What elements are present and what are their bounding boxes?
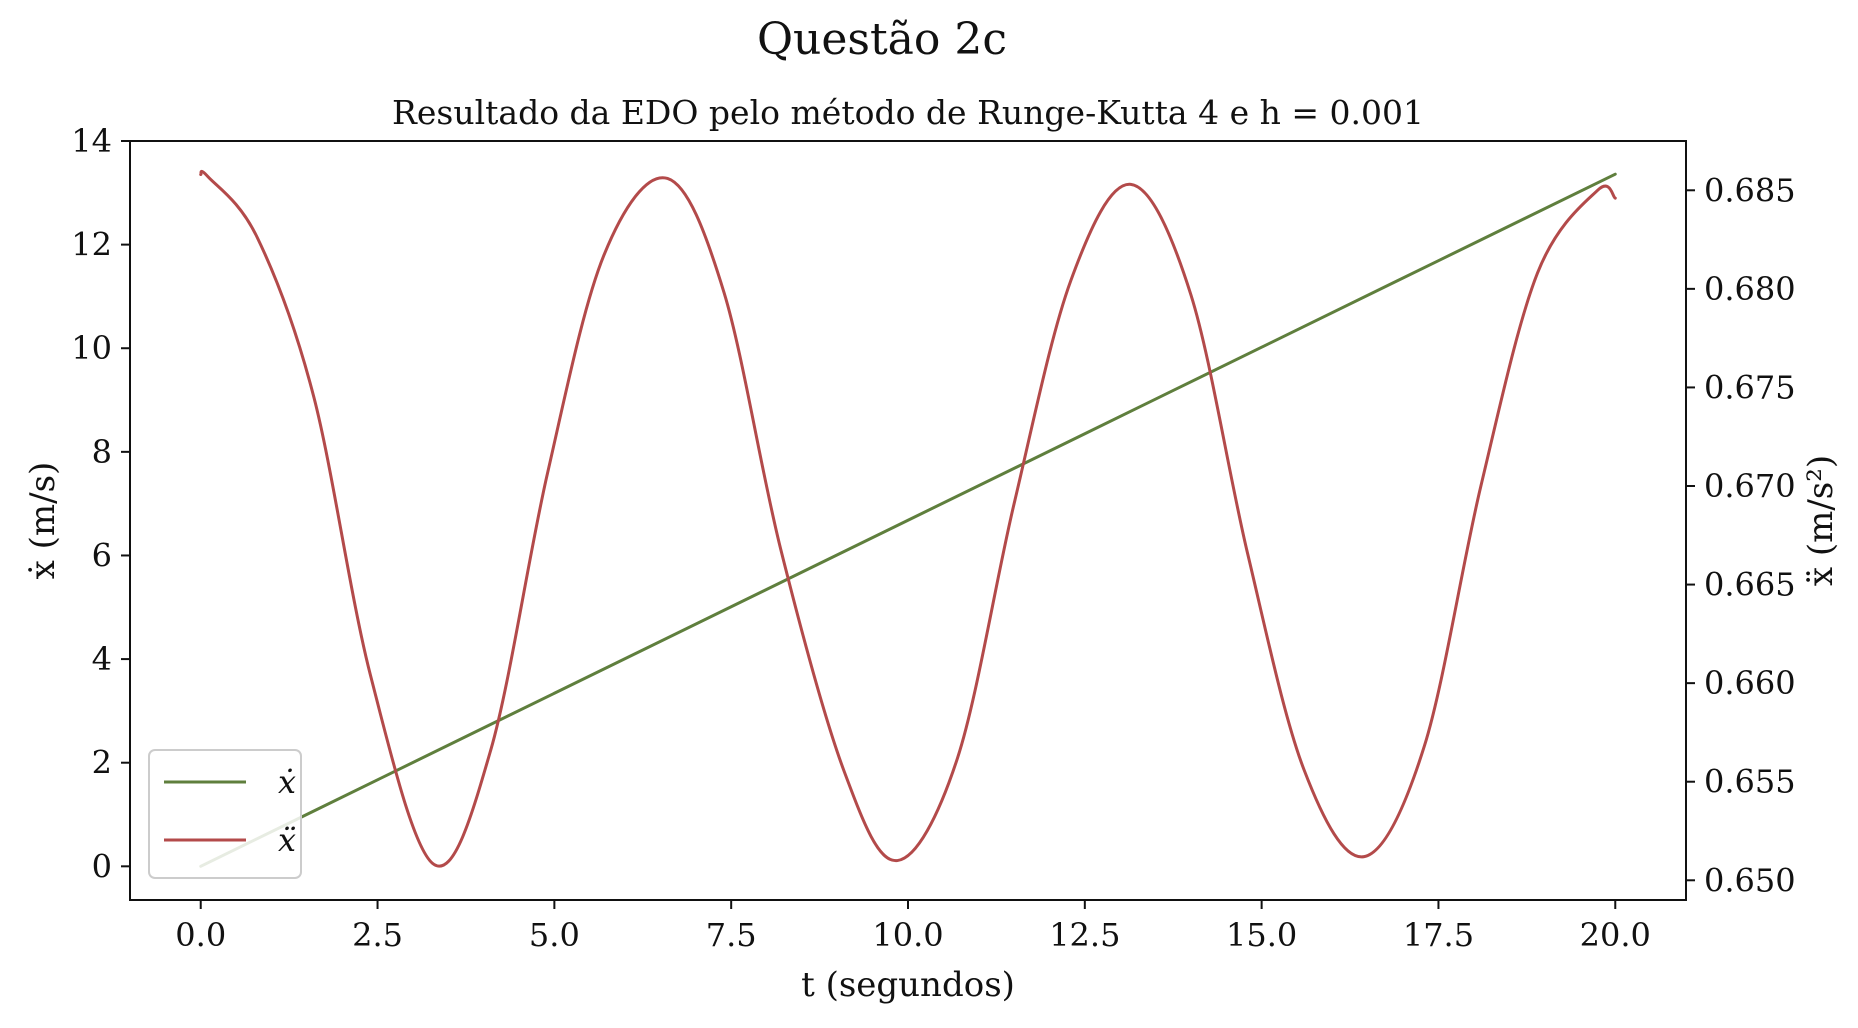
legend: ẋ ẍ [148, 749, 302, 879]
left-y-tick-label: 2 [92, 744, 112, 782]
left-y-tick-label: 6 [92, 536, 112, 574]
right-y-tick-label: 0.670 [1704, 467, 1796, 505]
plot-frame [129, 140, 1687, 901]
x-tick-label: 5.0 [529, 916, 580, 954]
left-y-axis-ticks: 0 2 4 6 8 10 12 14 [71, 122, 130, 885]
x-axis-ticks: 0.0 2.5 5.0 7.5 10.0 12.5 15.0 17.5 20.0 [175, 900, 1651, 954]
left-y-tick-label: 4 [92, 640, 112, 678]
right-y-tick-label: 0.685 [1704, 171, 1796, 209]
x-tick-label: 7.5 [706, 916, 757, 954]
left-y-tick-label: 8 [92, 433, 112, 471]
x-tick-label: 17.5 [1403, 916, 1474, 954]
right-y-tick-label: 0.650 [1704, 861, 1796, 899]
x-tick-label: 2.5 [352, 916, 403, 954]
x-tick-label: 10.0 [872, 916, 943, 954]
series-line-x-ddot [199, 169, 1617, 868]
x-tick-label: 20.0 [1580, 916, 1651, 954]
right-y-tick-label: 0.675 [1704, 368, 1796, 406]
right-y-tick-label: 0.665 [1704, 566, 1796, 604]
right-y-tick-label: 0.655 [1704, 763, 1796, 801]
left-y-tick-label: 14 [71, 122, 112, 160]
left-y-tick-label: 0 [92, 847, 112, 885]
right-y-tick-label: 0.660 [1704, 664, 1796, 702]
right-y-axis-label: ẍ (m/s²) [1801, 455, 1841, 586]
left-y-tick-label: 10 [71, 329, 112, 367]
series-line-x-dot [199, 172, 1617, 868]
legend-label-x-ddot: ẍ [278, 821, 296, 859]
right-y-axis-ticks: 0.650 0.655 0.660 0.665 0.670 0.675 0.680 0.685 [1686, 171, 1796, 899]
legend-label-x-dot: ẋ [278, 763, 296, 801]
chart-subtitle: Resultado da EDO pelo método de Runge-Ku… [392, 93, 1424, 132]
left-y-axis-label: ẋ (m/s) [23, 462, 63, 580]
left-y-tick-label: 12 [71, 226, 112, 264]
x-tick-label: 0.0 [175, 916, 226, 954]
x-tick-label: 12.5 [1049, 916, 1120, 954]
right-y-tick-label: 0.680 [1704, 270, 1796, 308]
x-axis-label: t (segundos) [801, 965, 1015, 1005]
series-layer [199, 169, 1617, 868]
x-tick-label: 15.0 [1226, 916, 1297, 954]
chart-title: Questão 2c [757, 14, 1007, 65]
